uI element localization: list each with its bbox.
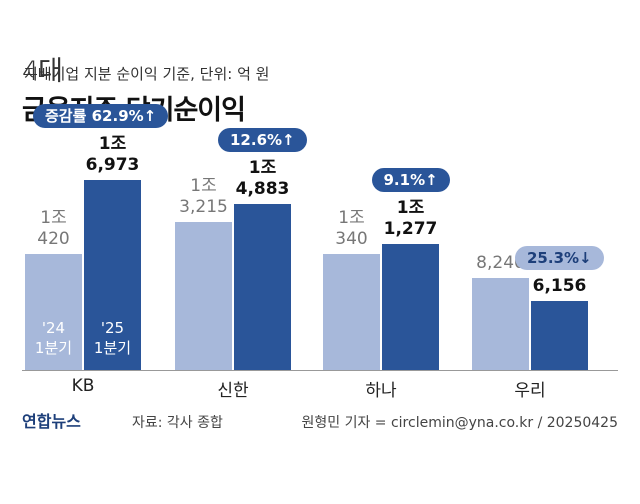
bar [472,277,529,370]
x-tick-label: KB [71,376,95,396]
value-label: 6,156 [532,276,587,297]
change-badge: 9.1%↑ [371,167,450,192]
bar [234,203,291,370]
change-badge: 25.3%↓ [515,246,604,271]
bar [84,180,141,370]
change-badge: 증감률 62.9%↑ [33,104,169,129]
value-label: 8,240 [476,252,525,273]
value-label: 1조 4,883 [235,157,290,199]
credit: 원형민 기자 = circlemin@yna.co.kr / 20250425 [301,415,618,431]
x-tick-label: 우리 [514,381,546,401]
bar [323,254,380,370]
value-label: 1조 1,277 [383,197,438,239]
value-label: 1조 3,215 [179,176,228,218]
bar [175,222,232,370]
bar [25,253,82,370]
x-tick-label: 신한 [217,381,249,401]
source: 자료: 각사 종합 [132,415,223,431]
legend-label: '24 1분기 [34,319,73,357]
logo: 연합뉴스 [22,412,81,431]
value-label: 1조 340 [335,208,368,250]
legend-label: '25 1분기 [93,319,132,357]
axis-line [22,370,618,371]
title-part: 4대 [22,56,63,87]
subtitle: 지배기업 지분 순이익 기준, 단위: 억 원 [24,65,270,83]
value-label: 1조 420 [37,207,70,249]
bar [531,301,588,370]
x-tick-label: 하나 [365,381,397,401]
bar [382,243,439,370]
value-label: 1조 6,973 [85,134,140,176]
change-badge: 12.6%↑ [218,127,307,152]
